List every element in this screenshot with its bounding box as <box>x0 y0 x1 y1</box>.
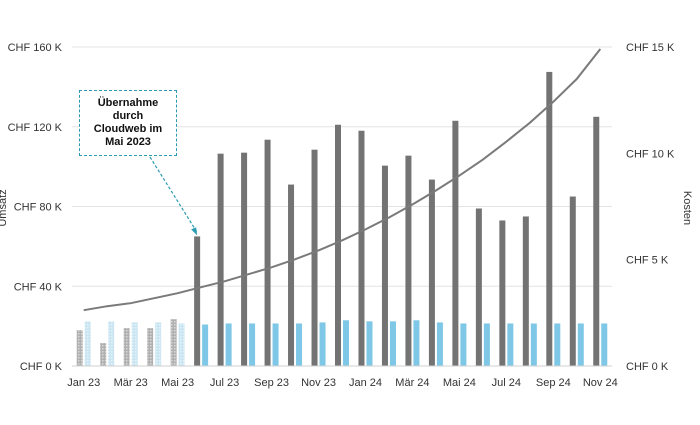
cost-bar <box>343 320 349 366</box>
x-tick-label: Mai 23 <box>161 377 194 389</box>
cost-bar <box>296 323 303 366</box>
x-tick-label: Jul 24 <box>492 377 521 389</box>
x-tick-label: Mär 23 <box>114 377 148 389</box>
revenue-bar <box>194 236 201 366</box>
cost-bar <box>413 320 420 366</box>
revenue-bar <box>170 319 177 366</box>
cost-bar <box>108 321 115 366</box>
left-tick-label: CHF 0 K <box>20 361 63 373</box>
cost-bar <box>601 323 608 366</box>
cost-bar <box>225 323 232 366</box>
revenue-bar <box>76 330 83 366</box>
cost-bar <box>202 324 209 366</box>
right-tick-label: CHF 0 K <box>626 361 669 373</box>
cost-bar <box>530 323 537 366</box>
acquisition-callout-text: Übernahme durch Cloudweb im Mai 2023 <box>93 97 163 148</box>
cost-bar <box>131 322 138 366</box>
cost-bar <box>272 323 279 366</box>
left-tick-label: CHF 160 K <box>8 42 63 54</box>
revenue-bar <box>123 328 130 366</box>
revenue-bar <box>217 153 224 366</box>
x-tick-label: Sep 24 <box>536 377 571 389</box>
revenue-bar <box>428 179 435 366</box>
revenue-bar <box>499 220 506 366</box>
cost-bar <box>554 323 561 366</box>
acquisition-callout: Übernahme durch Cloudweb im Mai 2023 <box>79 90 177 156</box>
revenue-bar <box>264 139 271 366</box>
revenue-bar <box>546 71 553 366</box>
x-tick-label: Sep 23 <box>254 377 289 389</box>
x-tick-label: Jan 24 <box>349 377 382 389</box>
right-tick-label: CHF 15 K <box>626 42 675 54</box>
left-axis-title: Umsatz <box>0 189 9 226</box>
annotation-arrowhead <box>191 227 198 236</box>
x-tick-label: Jul 23 <box>210 377 239 389</box>
revenue-bar <box>381 165 388 366</box>
revenue-bar <box>569 196 576 366</box>
revenue-bar <box>311 149 318 366</box>
x-tick-label: Jan 23 <box>67 377 100 389</box>
right-tick-label: CHF 5 K <box>626 255 669 267</box>
revenue-bar <box>335 124 341 366</box>
cost-bar <box>577 323 584 366</box>
revenue-bar <box>475 208 482 366</box>
cost-bar <box>249 323 256 366</box>
revenue-bar <box>100 343 107 366</box>
x-tick-label: Mär 24 <box>395 377 429 389</box>
cost-bar <box>507 323 514 366</box>
revenue-bar <box>593 116 600 366</box>
x-tick-label: Nov 24 <box>583 377 618 389</box>
left-tick-label: CHF 120 K <box>8 122 63 134</box>
left-tick-label: CHF 80 K <box>14 202 63 214</box>
cost-bar <box>436 322 443 366</box>
cost-bar <box>319 322 326 366</box>
revenue-bar <box>405 155 412 366</box>
right-tick-label: CHF 10 K <box>626 148 675 160</box>
x-tick-label: Mai 24 <box>443 377 476 389</box>
cost-bar <box>178 323 185 366</box>
cost-bar <box>366 321 373 366</box>
annotation-leader <box>149 156 198 233</box>
right-axis-title: Kosten <box>681 191 693 225</box>
revenue-bar <box>522 216 529 366</box>
revenue-bar <box>241 152 248 366</box>
cost-bar <box>155 322 162 366</box>
revenue-bar <box>147 328 154 366</box>
left-tick-label: CHF 40 K <box>14 281 63 293</box>
trend-line <box>83 48 602 312</box>
revenue-bar <box>452 120 459 366</box>
revenue-bar <box>288 184 295 366</box>
cost-bar <box>389 321 396 366</box>
cost-bar <box>460 323 467 366</box>
x-tick-label: Nov 23 <box>301 377 336 389</box>
revenue-bar <box>358 130 365 366</box>
cost-bar <box>84 321 91 366</box>
cost-bar <box>483 323 490 366</box>
